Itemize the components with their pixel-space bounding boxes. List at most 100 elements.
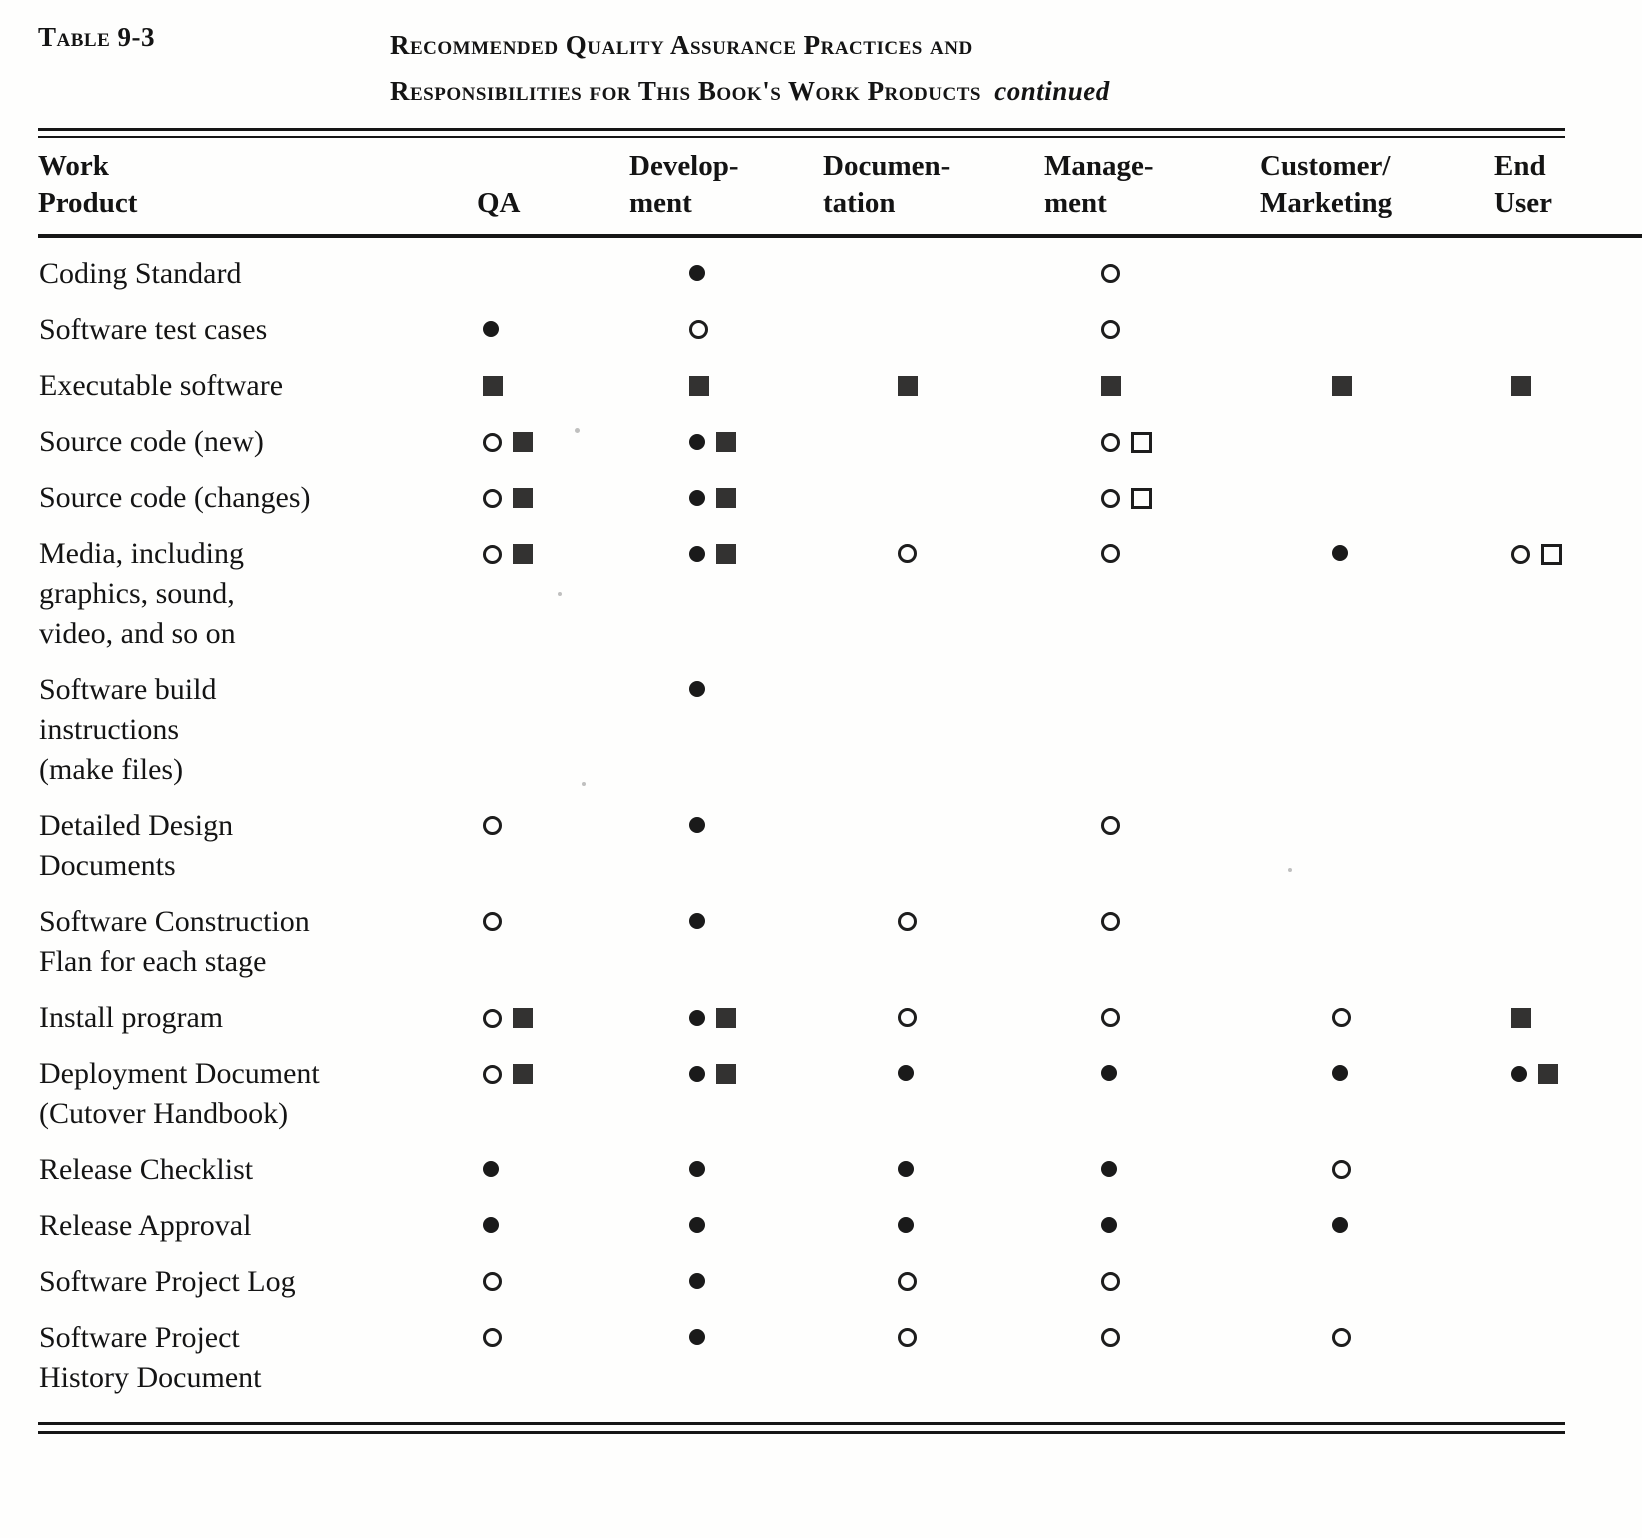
work-product-name: Detailed Design Documents: [39, 809, 234, 882]
table-row: Source code (new): [38, 414, 1642, 470]
table-row: Executable software: [38, 358, 1642, 414]
cell-documentation: [812, 1046, 1013, 1142]
open-circle-icon: [1101, 1328, 1120, 1347]
cell-management: [1013, 302, 1241, 358]
column-header-customer_marketing: Customer/Marketing: [1241, 138, 1449, 238]
cell-documentation: [812, 1142, 1013, 1198]
cell-management: [1013, 798, 1241, 894]
cell-documentation: [812, 236, 1013, 302]
open-circle-icon: [1101, 816, 1120, 835]
filled-square-icon: [1538, 1064, 1558, 1084]
cell-end_user: [1449, 990, 1642, 1046]
cell-development: [620, 470, 812, 526]
open-circle-icon: [483, 432, 502, 452]
cell-documentation: [812, 526, 1013, 662]
filled-circle-icon: [898, 1065, 914, 1082]
table-title-line2-text: Responsibilities for This Book's Work Pr…: [390, 76, 981, 106]
filled-circle-icon: [1101, 1065, 1117, 1082]
column-header-line: Marketing: [1260, 187, 1393, 219]
cell-qa: [448, 236, 620, 302]
table-row: Software test cases: [38, 302, 1642, 358]
cell-customer_marketing: [1241, 1198, 1449, 1254]
cell-end_user: [1449, 1198, 1642, 1254]
filled-square-icon: [513, 432, 533, 452]
filled-square-icon: [513, 544, 533, 564]
table-label: Table 9-3: [38, 22, 155, 52]
column-header-line: Documen-: [823, 150, 951, 182]
open-circle-icon: [1101, 912, 1120, 931]
cell-documentation: [812, 302, 1013, 358]
cell-qa: [448, 1254, 620, 1310]
cell-customer_marketing: [1241, 414, 1449, 470]
open-circle-icon: [898, 544, 917, 563]
open-square-icon: [1541, 544, 1562, 565]
table-title-line1: Recommended Quality Assurance Practices …: [390, 30, 973, 60]
cell-customer_marketing: [1241, 894, 1449, 990]
filled-square-icon: [513, 488, 533, 508]
work-product-name: Source code (changes): [39, 481, 311, 514]
open-circle-icon: [483, 544, 502, 564]
filled-square-icon: [689, 376, 709, 396]
cell-customer_marketing: [1241, 358, 1449, 414]
work-product-name: Software Project Log: [39, 1265, 296, 1298]
filled-circle-icon: [1332, 545, 1348, 562]
cell-qa: [448, 1198, 620, 1254]
column-header-line: Develop-: [629, 150, 739, 182]
open-circle-icon: [483, 816, 502, 835]
cell-development: [620, 662, 812, 798]
open-circle-icon: [1101, 489, 1120, 508]
qa-practices-table: Work Product QA Develop-ment Documen-tation M…: [38, 138, 1642, 1406]
cell-management: [1013, 1310, 1241, 1406]
open-circle-icon: [1101, 1008, 1120, 1027]
cell-development: [620, 358, 812, 414]
cell-development: [620, 302, 812, 358]
open-circle-icon: [1101, 544, 1120, 563]
cell-management: [1013, 526, 1241, 662]
cell-customer_marketing: [1241, 798, 1449, 894]
cell-management: [1013, 662, 1241, 798]
open-circle-icon: [483, 1272, 502, 1291]
open-circle-icon: [898, 912, 917, 931]
cell-documentation: [812, 358, 1013, 414]
open-square-icon: [1131, 432, 1152, 453]
cell-qa: [448, 470, 620, 526]
filled-circle-icon: [689, 817, 705, 834]
column-header-line: Manage-: [1044, 150, 1154, 182]
open-circle-icon: [898, 1272, 917, 1291]
cell-customer_marketing: [1241, 662, 1449, 798]
cell-documentation: [812, 1310, 1013, 1406]
cell-documentation: [812, 798, 1013, 894]
filled-circle-icon: [483, 1161, 499, 1178]
cell-customer_marketing: [1241, 470, 1449, 526]
cell-qa: [448, 662, 620, 798]
column-header-line: tation: [823, 187, 896, 219]
open-circle-icon: [483, 1064, 502, 1084]
open-square-icon: [1131, 488, 1152, 509]
cell-qa: [448, 526, 620, 662]
filled-circle-icon: [1511, 1066, 1527, 1082]
cell-end_user: [1449, 236, 1642, 302]
cell-customer_marketing: [1241, 526, 1449, 662]
top-double-rule: [38, 128, 1565, 138]
filled-circle-icon: [689, 490, 705, 506]
table-row: Deployment Document (Cutover Handbook): [38, 1046, 1642, 1142]
filled-square-icon: [716, 1008, 736, 1028]
cell-end_user: [1449, 1310, 1642, 1406]
filled-circle-icon: [689, 265, 705, 282]
cell-end_user: [1449, 414, 1642, 470]
cell-qa: [448, 1142, 620, 1198]
cell-management: [1013, 1046, 1241, 1142]
work-product-name: Executable software: [39, 369, 284, 402]
filled-circle-icon: [689, 546, 705, 562]
work-product-name: Release Checklist: [39, 1153, 254, 1186]
cell-development: [620, 1046, 812, 1142]
cell-qa: [448, 1046, 620, 1142]
filled-square-icon: [716, 488, 736, 508]
column-header-product: Work Product: [38, 138, 448, 238]
cell-management: [1013, 1142, 1241, 1198]
table-body: Coding Standard Software test cases Execut…: [38, 236, 1642, 1406]
cell-documentation: [812, 414, 1013, 470]
filled-square-icon: [898, 376, 918, 396]
table-caption: Table 9-3 Recommended Quality Assurance …: [38, 22, 1565, 114]
work-product-name: Software test cases: [39, 313, 268, 346]
